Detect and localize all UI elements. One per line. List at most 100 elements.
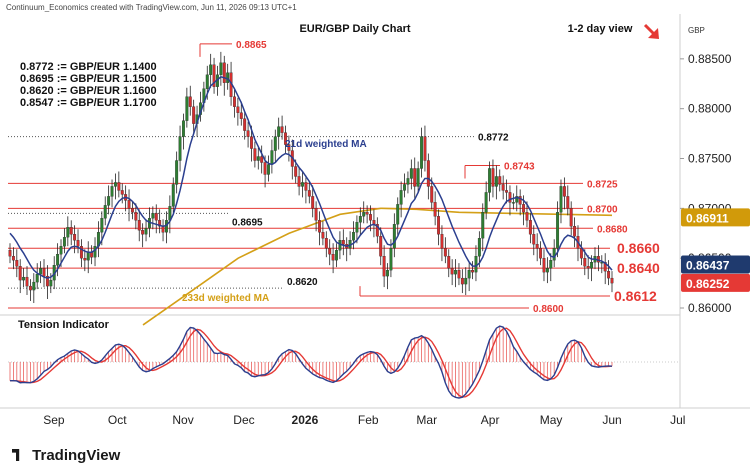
candle-body: [488, 168, 492, 193]
candle-body: [474, 256, 478, 273]
candle-body: [362, 212, 366, 217]
candle-body: [481, 212, 485, 239]
price-tag-label: 0.86911: [686, 211, 729, 225]
candle-body: [45, 275, 49, 287]
candle-body: [505, 190, 509, 193]
price-tag: [681, 273, 750, 292]
candle-body: [171, 184, 175, 207]
candle-body: [79, 246, 83, 259]
candle-body: [100, 218, 104, 233]
price-tag: [681, 208, 750, 227]
level-label: 0.8725: [587, 179, 618, 190]
level-label: 0.8680: [597, 224, 628, 235]
candle-body: [318, 220, 321, 233]
candle-body: [430, 186, 434, 203]
y-tick-label: 0.88500: [688, 52, 732, 66]
candle-body: [420, 136, 423, 169]
candle-body: [566, 196, 570, 209]
candle-body: [508, 192, 512, 203]
candle-body: [233, 96, 236, 107]
price-tag: [681, 255, 750, 274]
ma21-line: [9, 75, 613, 279]
candle-body: [447, 256, 451, 269]
candle-body: [83, 258, 87, 261]
candle-body: [62, 237, 66, 247]
candle-body: [273, 136, 277, 151]
candle-body: [328, 248, 332, 255]
indicator-title: Tension Indicator: [18, 319, 110, 331]
candle-body: [603, 262, 607, 272]
candle-body: [188, 96, 192, 107]
candle-body: [477, 238, 481, 257]
candle-body: [209, 64, 213, 75]
candle-body: [256, 156, 260, 161]
candle-body: [471, 269, 475, 273]
candle-body: [556, 212, 560, 249]
candle-body: [535, 244, 539, 249]
candle-body: [559, 186, 563, 213]
candle-body: [314, 208, 318, 221]
x-tick-label: Sep: [43, 413, 65, 427]
candle-body: [113, 182, 117, 187]
candle-body: [18, 266, 22, 281]
candle-body: [426, 160, 430, 187]
price-tag-label: 0.86252: [686, 277, 730, 291]
level-label: 0.8620: [287, 277, 318, 288]
candle-body: [457, 269, 461, 279]
candle-body: [8, 250, 12, 257]
candle-body: [539, 248, 543, 259]
candle-body: [301, 182, 304, 187]
level-label: 0.8865: [236, 40, 267, 51]
candle-body: [491, 168, 495, 187]
candle-body: [443, 248, 447, 257]
candle-body: [86, 252, 90, 261]
candle-body: [311, 196, 315, 209]
candle-body: [569, 208, 573, 227]
candle-body: [304, 182, 308, 191]
candle-body: [375, 224, 379, 237]
candle-body: [607, 270, 611, 279]
candle-body: [324, 238, 328, 249]
candle-body: [433, 202, 437, 217]
candle-body: [56, 254, 60, 266]
candle-body: [192, 106, 196, 124]
chart-attribution: Continuum_Economics created with Trading…: [6, 3, 297, 12]
ma21-label: 21d weighted MA: [285, 139, 367, 150]
candle-body: [590, 262, 594, 269]
candle-body: [341, 240, 345, 245]
candle-body: [219, 62, 223, 75]
candle-body: [297, 176, 301, 187]
candle-body: [355, 222, 359, 233]
candle-body: [267, 164, 270, 175]
conversion-note: 0.8620 := GBP/EUR 1.1600: [20, 85, 157, 97]
x-tick-label: 2026: [292, 413, 319, 427]
candle-body: [93, 246, 97, 258]
ma233-label: 233d weighted MA: [182, 293, 269, 304]
candle-body: [117, 182, 121, 191]
candle-body: [154, 213, 158, 221]
candle-body: [280, 126, 284, 133]
x-tick-label: Nov: [172, 413, 193, 427]
candle-body: [66, 227, 70, 238]
candle-body: [467, 269, 471, 279]
chart-subtitle: 1-2 day view: [568, 23, 633, 35]
conversion-note: 0.8547 := GBP/EUR 1.1700: [20, 97, 157, 109]
candle-body: [294, 166, 298, 177]
x-tick-label: Dec: [233, 413, 254, 427]
indicator-line: [10, 325, 613, 399]
level-label: 0.8600: [533, 304, 564, 315]
level-label: 0.8743: [504, 161, 535, 172]
candle-body: [59, 246, 63, 255]
candle-body: [11, 256, 15, 261]
candle-body: [49, 279, 53, 287]
candle-body: [352, 232, 355, 241]
candle-body: [178, 136, 182, 161]
candle-body: [25, 276, 29, 287]
candle-body: [260, 156, 264, 163]
level-label: 0.8612: [614, 288, 657, 304]
x-tick-label: Mar: [416, 413, 437, 427]
candle-body: [270, 150, 274, 165]
x-tick-label: Oct: [108, 413, 127, 427]
candle-body: [42, 267, 46, 277]
